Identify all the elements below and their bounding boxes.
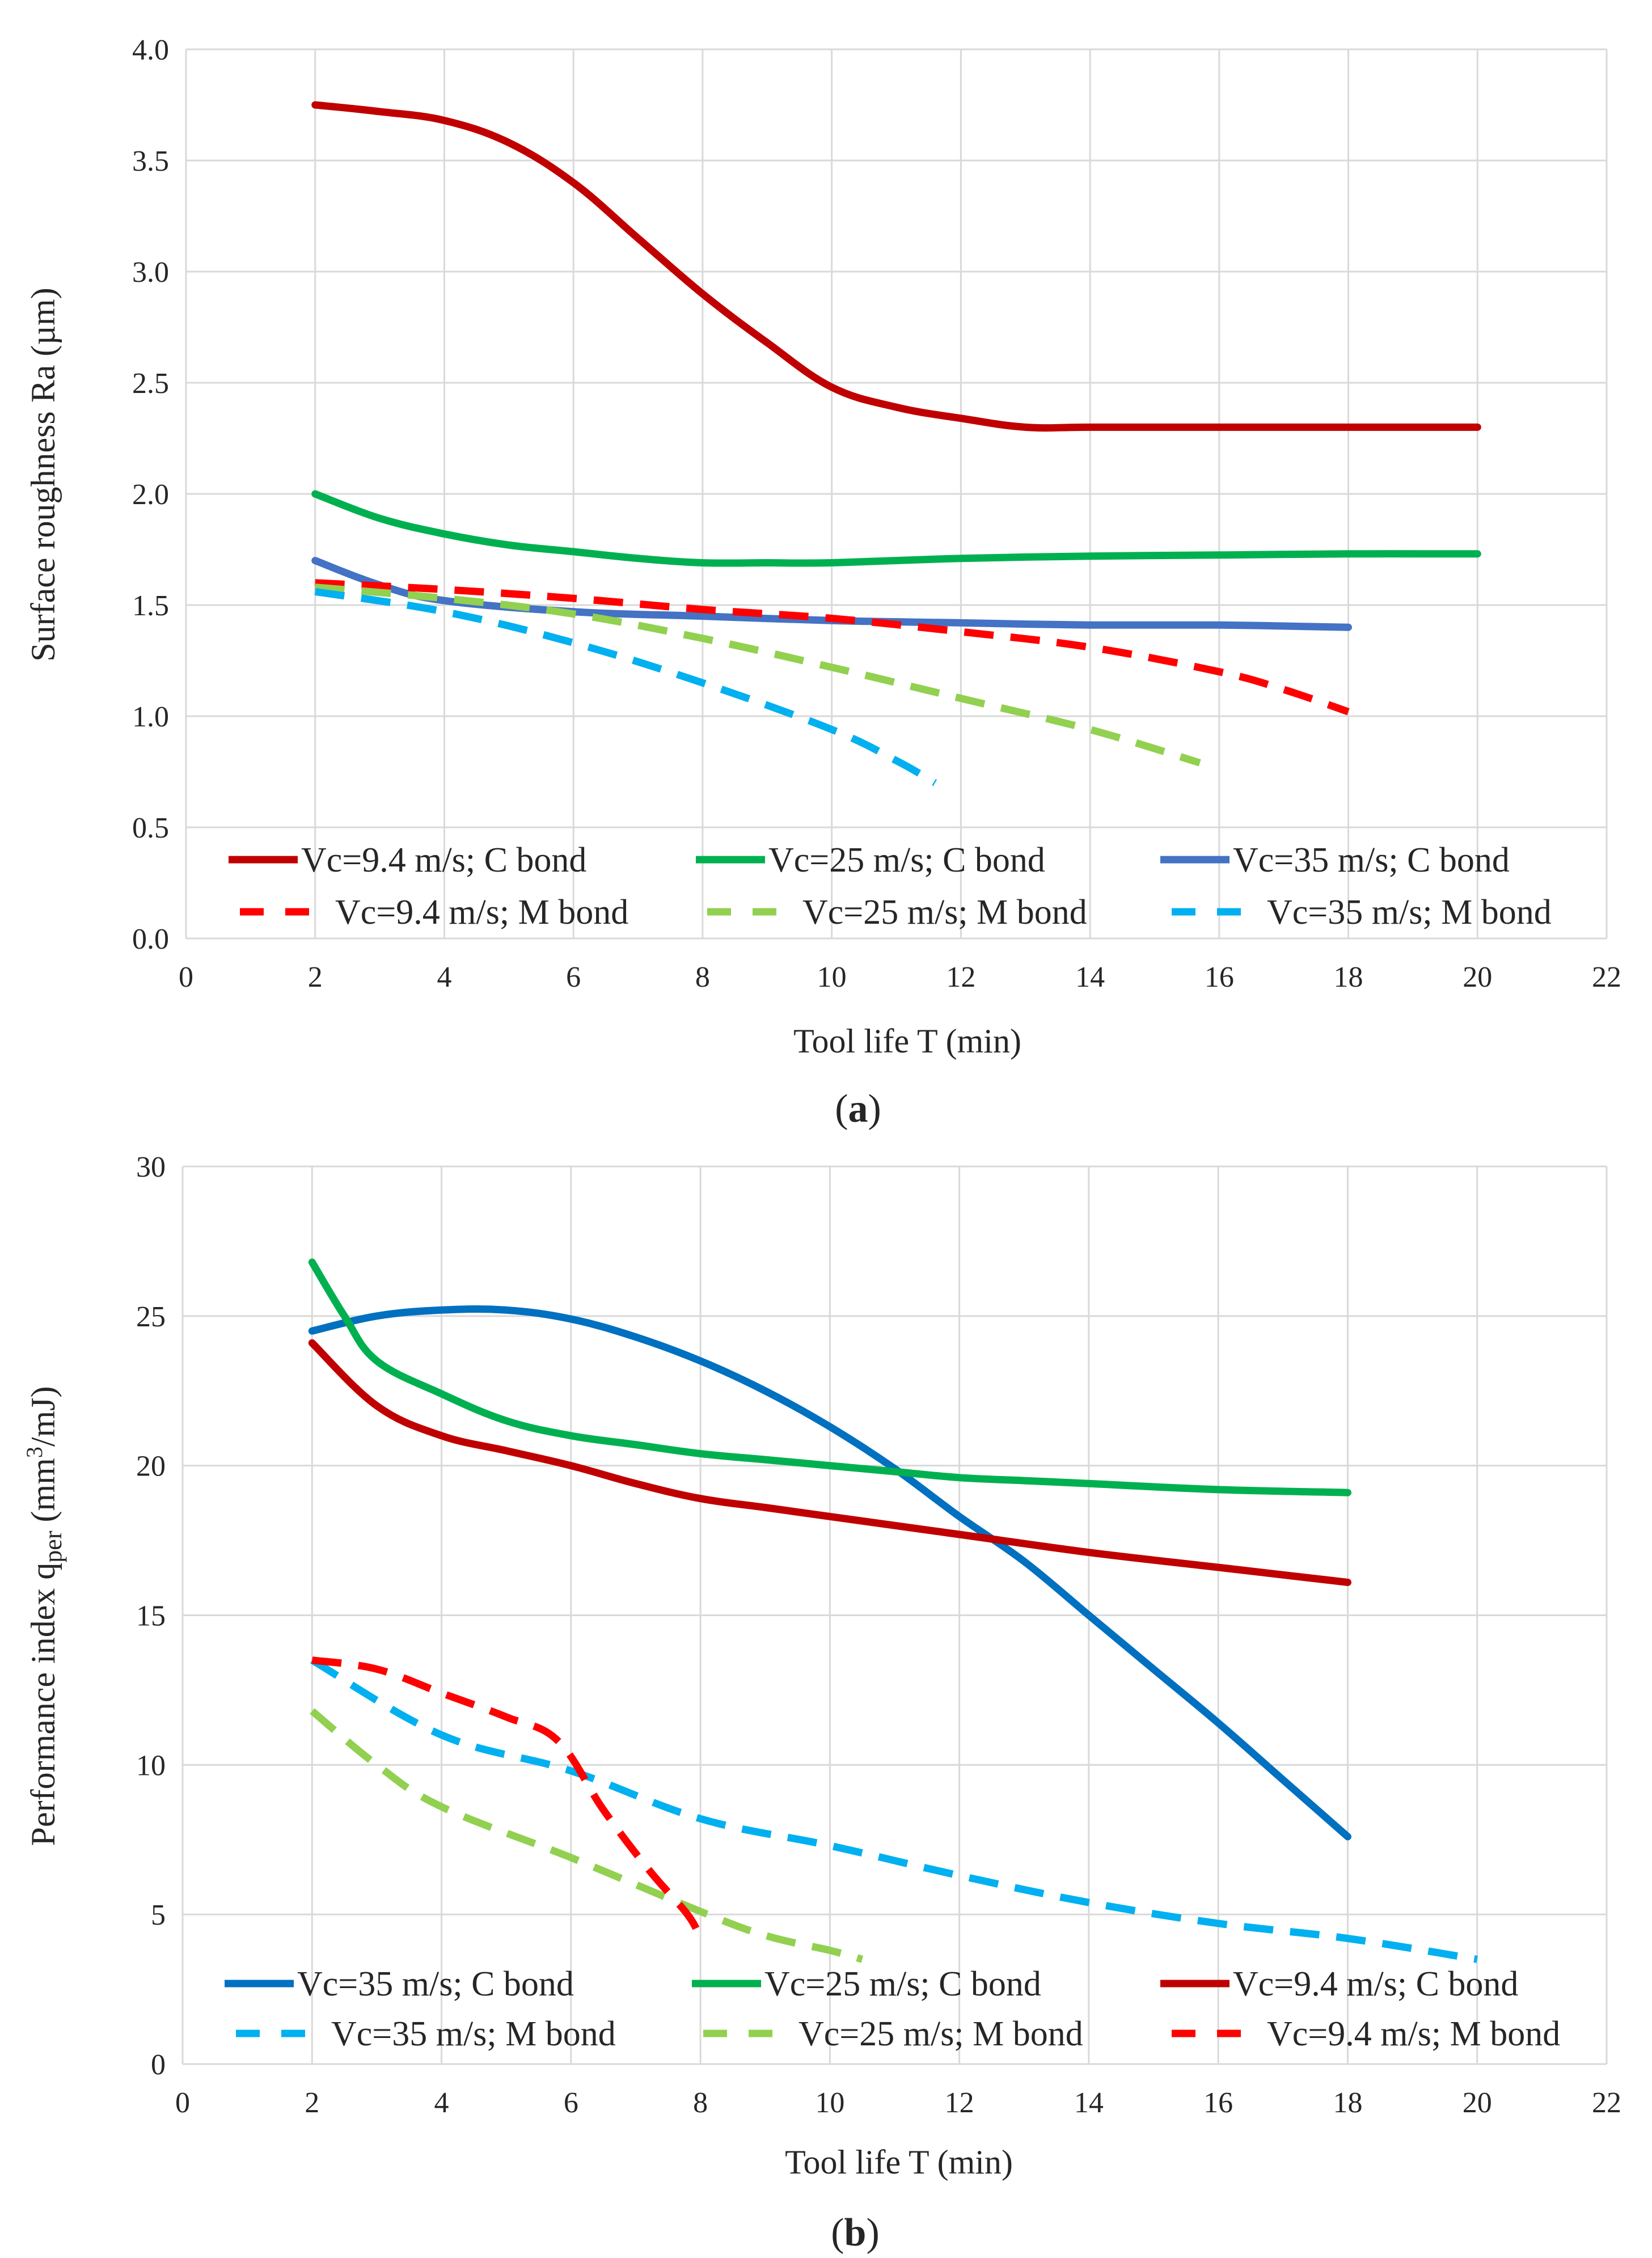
- chart-a-legend: Vc=9.4 m/s; C bond Vc=25 m/s; C bond Vc=35…: [229, 841, 1552, 932]
- chart-b-legend-label-5: Vc=9.4 m/s; M bond: [1267, 2015, 1560, 2053]
- chart-a-y-tick-label: 1.5: [132, 590, 169, 622]
- chart-b-legend-label-2: Vc=9.4 m/s; C bond: [1233, 1965, 1518, 2003]
- chart-b-y-axis-title: Performance index qper (mm3/mJ): [22, 1386, 67, 1846]
- chart-b-series-line-4: [310, 1708, 864, 1963]
- chart-a-legend-label-5: Vc=35 m/s; M bond: [1267, 893, 1552, 932]
- chart-b-x-tick-label: 14: [1074, 2087, 1104, 2119]
- chart-a-tick-labels: 0 2 4 6 8 10 12 14 16 18 20 22 0.0 0.5 1.0 1.5 2.0 2.5 3.0…: [132, 34, 1621, 993]
- chart-b-x-tick-label: 10: [815, 2087, 844, 2119]
- chart-a-x-tick-label: 18: [1334, 961, 1363, 993]
- chart-a-legend-label-1: Vc=25 m/s; C bond: [768, 841, 1045, 879]
- chart-a-y-tick-label: 0.5: [132, 812, 169, 844]
- chart-a-x-tick-label: 0: [179, 961, 193, 993]
- chart-a-y-tick-label: 2.0: [132, 479, 169, 511]
- chart-a-y-axis-title: Surface roughness Ra (µm): [24, 287, 62, 661]
- chart-b-series: [308, 1258, 1478, 1963]
- chart-a-y-tick-label: 4.0: [132, 34, 169, 66]
- chart-b-legend: Vc=35 m/s; C bond Vc=25 m/s; C bond Vc=9.4…: [225, 1965, 1560, 2053]
- chart-a-x-tick-label: 12: [946, 961, 975, 993]
- chart-b-x-tick-label: 16: [1203, 2087, 1233, 2119]
- chart-b-y-tick-label: 5: [151, 1899, 166, 1931]
- chart-b-x-axis-title: Tool life T (min): [785, 2143, 1013, 2181]
- chart-b-x-tick-label: 18: [1333, 2087, 1362, 2119]
- chart-b-caption: (b): [831, 2211, 880, 2255]
- chart-b-legend-label-1: Vc=25 m/s; C bond: [764, 1965, 1041, 2003]
- chart-b-y-tick-label: 30: [136, 1151, 166, 1183]
- chart-b-series-line-5: [311, 1656, 704, 1940]
- chart-b-x-tick-label: 22: [1592, 2087, 1621, 2119]
- chart-a-series-line-4: [315, 583, 1201, 767]
- chart-a-caption: (a): [835, 1087, 881, 1131]
- chart-b-legend-label-3: Vc=35 m/s; M bond: [331, 2015, 616, 2053]
- chart-a-x-tick-label: 6: [566, 961, 581, 993]
- chart-a-y-tick-label: 3.0: [132, 256, 169, 289]
- chart-b-y-tick-label: 20: [136, 1451, 166, 1483]
- chart-b-y-tick-label: 15: [136, 1600, 166, 1633]
- chart-a-x-tick-label: 2: [308, 961, 323, 993]
- chart-a-legend-label-3: Vc=9.4 m/s; M bond: [335, 893, 628, 932]
- chart-a-series-line-1: [311, 490, 1481, 567]
- chart-b-x-tick-label: 6: [564, 2087, 578, 2119]
- chart-a-x-tick-label: 4: [437, 961, 451, 993]
- chart-b: 0 2 4 6 8 10 12 14 16 18 20 22 0 5 10 15 20 25 30 Performa…: [22, 1151, 1621, 2181]
- chart-b-series-line-0: [308, 1305, 1351, 1841]
- chart-b-legend-label-4: Vc=25 m/s; M bond: [798, 2015, 1083, 2053]
- chart-b-series-line-1: [308, 1258, 1351, 1496]
- chart-b-series-line-3: [310, 1657, 1478, 1963]
- chart-b-x-tick-label: 20: [1463, 2087, 1492, 2119]
- chart-a-series-line-3: [315, 579, 1350, 716]
- chart-b-y-tick-label: 10: [136, 1749, 166, 1782]
- chart-b-x-tick-label: 2: [305, 2087, 319, 2119]
- chart-a-x-tick-label: 8: [695, 961, 710, 993]
- chart-a-series-line-0: [311, 101, 1481, 432]
- chart-a-y-tick-label: 3.5: [132, 145, 169, 177]
- chart-a: 0 2 4 6 8 10 12 14 16 18 20 22 0.0 0.5 1.0 1.5 2.0 2.5 3.0…: [24, 34, 1621, 1060]
- chart-b-x-tick-label: 8: [693, 2087, 708, 2119]
- chart-b-series-line-2: [308, 1339, 1351, 1586]
- chart-b-legend-label-0: Vc=35 m/s; C bond: [297, 1965, 574, 2003]
- chart-a-legend-label-0: Vc=9.4 m/s; C bond: [301, 841, 586, 879]
- chart-a-series-line-5: [314, 588, 937, 787]
- chart-a-series: [311, 101, 1481, 787]
- chart-b-x-tick-label: 0: [175, 2087, 190, 2119]
- chart-a-y-tick-label: 0.0: [132, 923, 169, 955]
- chart-a-y-tick-label: 2.5: [132, 367, 169, 400]
- chart-a-grid: [185, 48, 1608, 940]
- chart-a-y-tick-label: 1.0: [132, 701, 169, 733]
- chart-b-y-tick-label: 25: [136, 1301, 166, 1333]
- chart-b-x-tick-label: 12: [945, 2087, 974, 2119]
- chart-a-x-axis-title: Tool life T (min): [793, 1022, 1021, 1060]
- chart-b-tick-labels: 0 2 4 6 8 10 12 14 16 18 20 22 0 5 10 15 20 25 30: [136, 1151, 1621, 2119]
- chart-a-legend-label-2: Vc=35 m/s; C bond: [1233, 841, 1510, 879]
- chart-b-x-tick-label: 4: [434, 2087, 449, 2119]
- chart-a-x-tick-label: 16: [1205, 961, 1234, 993]
- chart-a-x-tick-label: 22: [1592, 961, 1621, 993]
- chart-a-x-tick-label: 14: [1075, 961, 1105, 993]
- chart-a-x-tick-label: 20: [1463, 961, 1492, 993]
- chart-a-x-tick-label: 10: [817, 961, 847, 993]
- chart-b-y-tick-label: 0: [151, 2049, 166, 2081]
- chart-a-legend-label-4: Vc=25 m/s; M bond: [802, 893, 1087, 932]
